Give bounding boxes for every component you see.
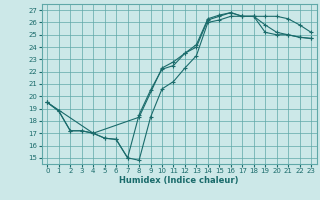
X-axis label: Humidex (Indice chaleur): Humidex (Indice chaleur) — [119, 176, 239, 185]
